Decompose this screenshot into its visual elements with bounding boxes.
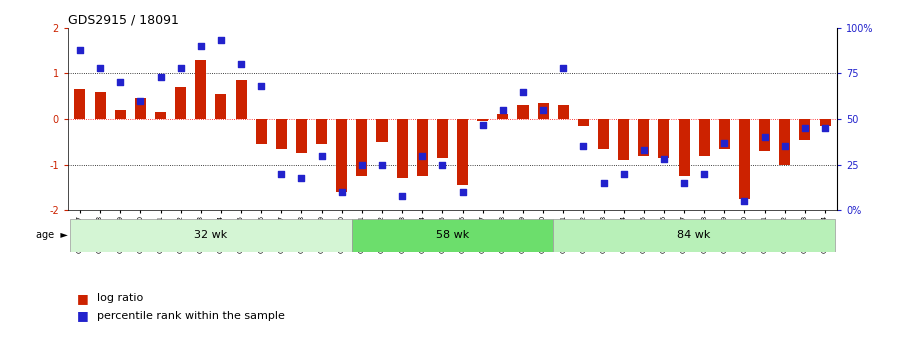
Bar	[352, 219, 553, 252]
Point	[697, 171, 711, 177]
Bar	[396, 119, 407, 178]
Bar	[598, 119, 609, 149]
Point	[818, 125, 833, 131]
Point	[455, 189, 470, 195]
Point	[576, 144, 591, 149]
Point	[556, 65, 570, 71]
Text: log ratio: log ratio	[97, 294, 143, 303]
Point	[395, 193, 409, 199]
Point	[72, 47, 87, 52]
Bar	[719, 119, 730, 149]
Bar	[74, 89, 85, 119]
Bar	[799, 119, 811, 140]
Text: ■: ■	[77, 292, 89, 305]
Bar	[94, 91, 106, 119]
Bar	[557, 105, 569, 119]
Point	[657, 157, 672, 162]
Bar	[255, 119, 267, 144]
Bar	[618, 119, 629, 160]
Point	[133, 98, 148, 104]
Point	[93, 65, 108, 71]
Point	[294, 175, 309, 180]
Bar	[739, 119, 750, 199]
Bar	[336, 119, 348, 192]
Text: GDS2915 / 18091: GDS2915 / 18091	[68, 14, 179, 27]
Bar	[553, 219, 835, 252]
Point	[355, 162, 369, 167]
Bar	[659, 119, 670, 158]
Point	[314, 153, 329, 158]
Point	[516, 89, 530, 94]
Bar	[437, 119, 448, 158]
Text: percentile rank within the sample: percentile rank within the sample	[97, 311, 285, 321]
Point	[233, 61, 248, 67]
Bar	[457, 119, 468, 185]
Point	[596, 180, 611, 186]
Point	[757, 135, 772, 140]
Text: age  ►: age ►	[35, 230, 68, 240]
Point	[335, 189, 349, 195]
Bar	[518, 105, 529, 119]
Point	[717, 140, 731, 146]
Bar	[155, 112, 166, 119]
Point	[274, 171, 289, 177]
Bar	[235, 80, 246, 119]
Bar	[316, 119, 327, 144]
Bar	[135, 98, 146, 119]
Bar	[538, 103, 548, 119]
Bar	[296, 119, 307, 153]
Bar	[699, 119, 710, 156]
Point	[435, 162, 450, 167]
Bar	[679, 119, 690, 176]
Bar	[498, 115, 509, 119]
Point	[174, 65, 188, 71]
Text: 32 wk: 32 wk	[195, 230, 227, 240]
Bar	[357, 119, 367, 176]
Bar	[417, 119, 428, 176]
Point	[738, 199, 752, 204]
Point	[375, 162, 389, 167]
Point	[616, 171, 631, 177]
Bar	[276, 119, 287, 149]
Bar	[638, 119, 650, 156]
Point	[496, 107, 510, 112]
Bar	[115, 110, 126, 119]
Bar	[195, 60, 206, 119]
Bar	[175, 87, 186, 119]
Text: 84 wk: 84 wk	[678, 230, 710, 240]
Point	[777, 144, 792, 149]
Point	[475, 122, 490, 127]
Bar	[759, 119, 770, 151]
Point	[254, 83, 269, 89]
Point	[536, 107, 550, 112]
Point	[636, 147, 651, 153]
Point	[677, 180, 691, 186]
Bar	[70, 219, 352, 252]
Bar	[477, 119, 488, 121]
Point	[214, 38, 228, 43]
Point	[194, 43, 208, 49]
Bar	[578, 119, 589, 126]
Point	[797, 125, 812, 131]
Bar	[376, 119, 387, 142]
Point	[113, 80, 128, 85]
Text: ■: ■	[77, 309, 89, 322]
Point	[153, 74, 167, 80]
Point	[415, 153, 430, 158]
Text: 58 wk: 58 wk	[436, 230, 469, 240]
Bar	[215, 94, 226, 119]
Bar	[820, 119, 831, 126]
Bar	[779, 119, 790, 165]
